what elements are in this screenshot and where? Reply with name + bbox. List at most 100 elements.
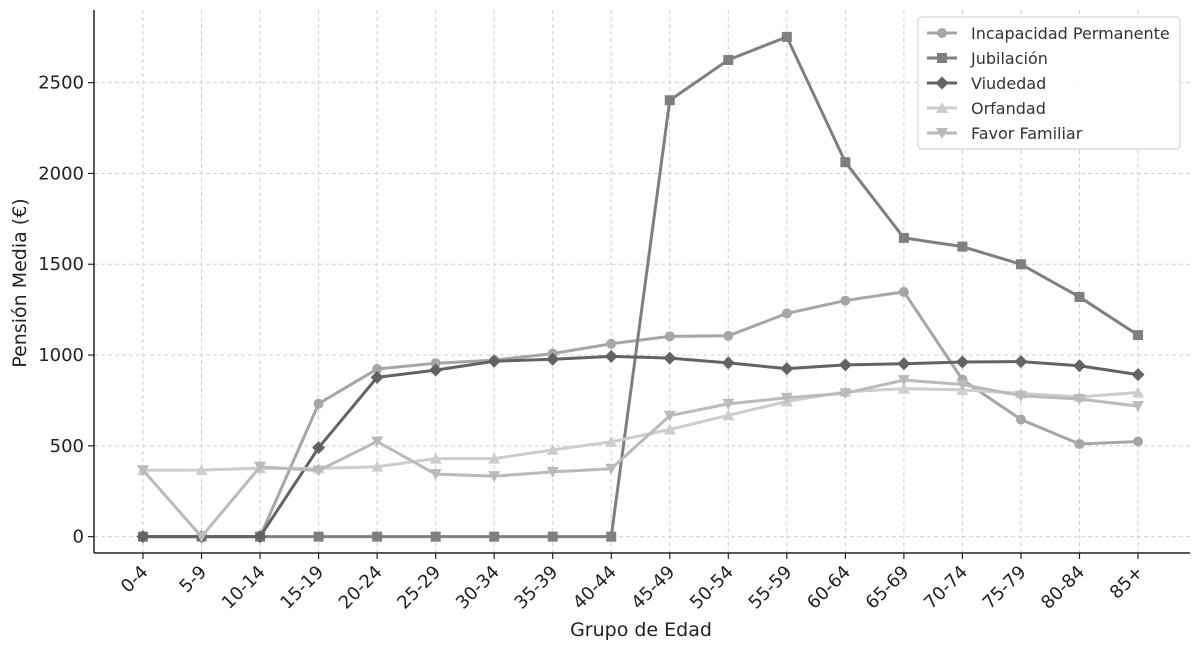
data-point xyxy=(1131,368,1145,382)
y-tick-label: 500 xyxy=(50,436,84,457)
x-tick-label: 65-69 xyxy=(862,562,914,614)
data-point xyxy=(195,531,208,543)
legend-label: Jubilación xyxy=(970,49,1048,68)
data-point xyxy=(430,358,441,369)
y-tick-label: 0 xyxy=(73,527,84,548)
series-group xyxy=(136,31,1145,544)
x-tick-label: 45-49 xyxy=(627,562,679,614)
grid xyxy=(94,10,1190,553)
data-point xyxy=(780,392,793,404)
data-point xyxy=(136,530,150,544)
data-point xyxy=(312,441,326,455)
x-tick-label: 10-14 xyxy=(218,562,270,614)
data-point xyxy=(898,286,909,297)
data-point xyxy=(488,452,501,464)
data-point xyxy=(370,370,384,384)
legend: Incapacidad Permanente Jubilación Viudedad… xyxy=(917,16,1181,150)
data-point xyxy=(1132,401,1145,413)
x-axis-title: Grupo de Edad xyxy=(570,619,712,641)
legend-marker xyxy=(937,28,947,38)
data-point xyxy=(429,469,442,481)
legend-marker xyxy=(936,102,948,113)
data-point xyxy=(781,31,792,42)
data-point xyxy=(313,531,324,542)
x-tick-label: 20-24 xyxy=(335,562,387,614)
data-point xyxy=(1132,386,1145,398)
data-point xyxy=(546,443,559,455)
data-point xyxy=(897,357,911,371)
data-point xyxy=(664,331,675,342)
data-point xyxy=(1133,436,1144,447)
y-ticks: 0 500 1000 1500 2000 2500 xyxy=(38,73,94,548)
legend-marker xyxy=(936,128,948,139)
x-tick-label: 60-64 xyxy=(803,562,855,614)
data-point xyxy=(313,398,324,409)
data-point xyxy=(840,157,851,168)
legend-box xyxy=(917,16,1181,150)
data-point xyxy=(664,95,675,106)
x-tick-label: 0-4 xyxy=(117,562,153,598)
data-point xyxy=(605,435,618,447)
data-point xyxy=(137,465,149,477)
data-point xyxy=(546,466,559,478)
data-point xyxy=(1133,330,1144,341)
data-point xyxy=(372,364,383,375)
y-tick-label: 2500 xyxy=(38,73,84,94)
data-point xyxy=(312,465,325,477)
x-tick-label: 40-44 xyxy=(569,562,621,614)
axes xyxy=(93,10,1190,554)
series-line xyxy=(143,35,1139,539)
data-point xyxy=(487,354,501,368)
series-3 xyxy=(137,382,1145,476)
y-axis-title: Pensión Media (€) xyxy=(9,198,31,367)
data-point xyxy=(723,54,734,65)
x-tick-label: 80-84 xyxy=(1037,562,1089,614)
data-point xyxy=(898,232,909,243)
x-ticks: 0-4 5-9 10-14 15-19 20-24 25-29 30-34 35-39 40-4… xyxy=(117,553,1148,614)
data-point xyxy=(546,352,560,366)
data-point xyxy=(957,241,968,252)
x-tick-label: 70-74 xyxy=(920,562,972,614)
data-point xyxy=(897,375,910,387)
data-point xyxy=(839,388,852,400)
data-point xyxy=(840,295,851,306)
x-tick-label: 25-29 xyxy=(393,562,445,614)
x-tick-label: 55-59 xyxy=(745,562,797,614)
x-tick-label: 15-19 xyxy=(276,562,328,614)
data-point xyxy=(838,358,852,372)
series-4 xyxy=(137,375,1145,543)
data-point xyxy=(195,464,208,476)
data-point xyxy=(547,531,558,542)
data-point xyxy=(897,382,910,394)
data-point xyxy=(956,379,969,391)
data-point xyxy=(1074,291,1085,302)
x-tick-label: 35-39 xyxy=(510,562,562,614)
y-tick-label: 2000 xyxy=(38,163,84,184)
data-point xyxy=(955,355,969,369)
data-point xyxy=(1072,359,1086,373)
legend-marker xyxy=(935,76,949,90)
x-tick-label: 75-79 xyxy=(979,562,1031,614)
data-point xyxy=(781,308,792,319)
x-tick-label: 50-54 xyxy=(686,562,738,614)
data-point xyxy=(1074,439,1085,450)
data-point xyxy=(489,531,500,542)
y-tick-label: 1000 xyxy=(38,345,84,366)
data-point xyxy=(663,410,676,422)
legend-label: Orfandad xyxy=(971,99,1046,118)
data-point xyxy=(721,356,735,370)
data-point xyxy=(663,423,676,435)
data-point xyxy=(1014,390,1027,402)
data-point xyxy=(429,363,443,377)
data-point xyxy=(371,460,384,472)
x-tick-label: 5-9 xyxy=(175,562,211,598)
data-point xyxy=(429,452,442,464)
data-point xyxy=(1015,414,1026,425)
series-line xyxy=(141,378,1139,539)
y-tick-label: 1500 xyxy=(38,254,84,275)
legend-label: Viudedad xyxy=(971,74,1046,93)
data-point xyxy=(605,463,618,475)
data-point xyxy=(604,349,618,363)
data-point xyxy=(371,436,384,448)
x-tick-label: 30-34 xyxy=(452,562,504,614)
